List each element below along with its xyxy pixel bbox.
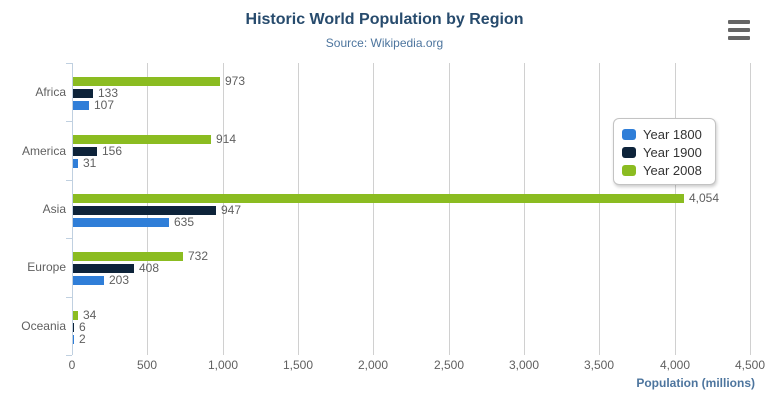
x-axis-tick-label: 0 [68,358,76,372]
gridline-1-500 [298,63,299,355]
bar-asia-year-1900[interactable] [73,206,216,215]
gridline-2-500 [449,63,450,355]
y-axis-tick [66,238,72,239]
bar-africa-year-1800[interactable] [73,101,89,110]
data-label-oceania-year-1900: 6 [79,320,86,334]
x-axis-tick-label: 1,500 [282,358,314,372]
y-axis-tick [66,180,72,181]
data-label-oceania-year-1800: 2 [79,332,86,346]
data-label-europe-year-1900: 408 [139,261,160,275]
x-axis-title: Population (millions) [636,376,755,390]
y-axis-tick [66,121,72,122]
y-axis-category-label-oceania: Oceania [21,319,66,333]
legend-swatch-year-1900 [622,146,636,158]
hamburger-menu-icon [728,20,752,40]
data-label-america-year-1900: 156 [102,144,123,158]
x-axis-tick-label: 3,500 [583,358,615,372]
gridline-3-000 [524,63,525,355]
data-label-africa-year-2008: 973 [225,74,246,88]
bar-oceania-year-2008[interactable] [73,311,78,320]
legend-item-year-1800[interactable]: Year 1800 [622,125,715,143]
bar-asia-year-2008[interactable] [73,194,684,203]
data-label-asia-year-2008: 4,054 [689,191,720,205]
x-axis-tick-label: 2,000 [357,358,389,372]
y-axis-category-label-africa: Africa [35,85,66,99]
data-label-asia-year-1900: 947 [221,203,242,217]
legend-swatch-year-1800 [622,128,636,140]
bar-europe-year-2008[interactable] [73,252,183,261]
gridline-2-000 [373,63,374,355]
y-axis-tick [66,63,72,64]
legend-item-year-2008[interactable]: Year 2008 [622,161,715,179]
bar-america-year-1900[interactable] [73,147,97,156]
data-label-africa-year-1800: 107 [94,98,115,112]
bar-europe-year-1800[interactable] [73,276,104,285]
bar-asia-year-1800[interactable] [73,218,169,227]
x-axis-tick-label: 4,500 [734,358,766,372]
gridline-4-500 [750,63,751,355]
bar-america-year-2008[interactable] [73,135,211,144]
data-label-america-year-1800: 31 [83,156,97,170]
y-axis-category-label-america: America [21,144,66,158]
x-axis-tick-label: 500 [136,358,158,372]
chart-title: Historic World Population by Region [245,11,524,28]
legend-item-year-1900[interactable]: Year 1900 [622,143,715,161]
data-label-oceania-year-2008: 34 [83,308,97,322]
x-axis-tick-label: 4,000 [659,358,691,372]
x-axis-tick-label: 2,500 [433,358,465,372]
gridline-1-000 [223,63,224,355]
bar-africa-year-2008[interactable] [73,77,220,86]
bar-oceania-year-1900[interactable] [73,323,74,332]
legend: Year 1800 Year 1900 Year 2008 [613,118,716,185]
data-label-europe-year-2008: 732 [188,249,209,263]
bar-europe-year-1900[interactable] [73,264,134,273]
chart-subtitle: Source: Wikipedia.org [325,36,444,50]
x-axis-tick-label: 3,000 [508,358,540,372]
data-label-europe-year-1800: 203 [109,273,130,287]
legend-label: Year 2008 [643,162,702,178]
legend-label: Year 1800 [643,126,702,142]
bar-oceania-year-1800[interactable] [73,335,74,344]
legend-label: Year 1900 [643,144,702,160]
y-axis-tick [66,297,72,298]
gridline-4-000 [675,63,676,355]
data-label-africa-year-1900: 133 [98,86,119,100]
export-menu-button[interactable] [724,16,756,44]
bar-africa-year-1900[interactable] [73,89,93,98]
y-axis-category-label-europe: Europe [27,260,66,274]
data-label-america-year-2008: 914 [216,132,237,146]
y-axis-line [72,63,73,355]
x-axis-tick-label: 1,000 [207,358,239,372]
y-axis-category-label-asia: Asia [42,202,66,216]
data-label-asia-year-1800: 635 [174,215,195,229]
y-axis-tick [66,355,72,356]
legend-swatch-year-2008 [622,164,636,176]
bar-america-year-1800[interactable] [73,159,78,168]
gridline-3-500 [599,63,600,355]
